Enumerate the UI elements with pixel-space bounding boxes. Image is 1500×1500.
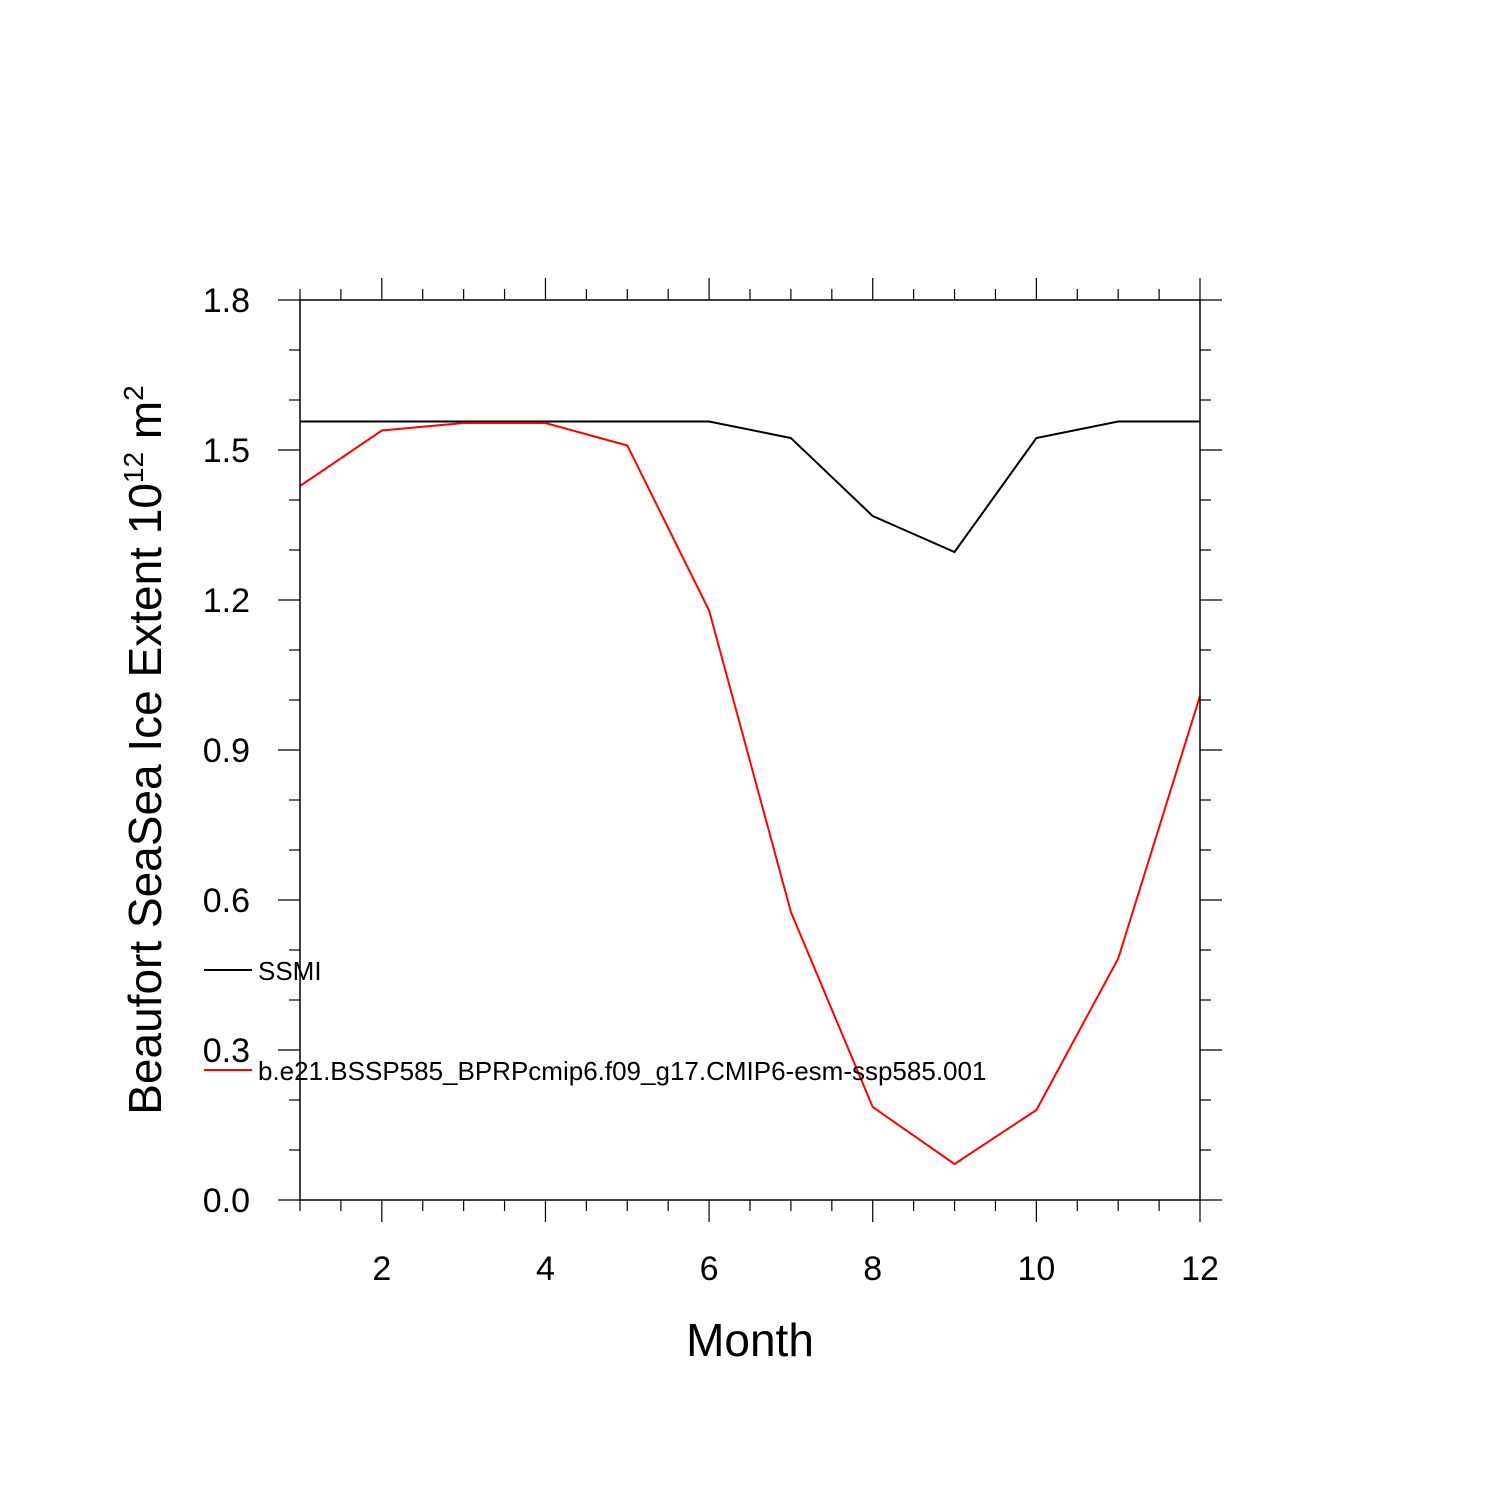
x-axis-title: Month bbox=[686, 1314, 814, 1366]
y-tick-label: 1.5 bbox=[203, 432, 250, 470]
x-tick-label: 12 bbox=[1181, 1250, 1219, 1288]
y-axis-title-exponent: 12 bbox=[118, 452, 149, 483]
y-tick-label: 0.3 bbox=[203, 1032, 250, 1070]
x-tick-label: 2 bbox=[372, 1250, 391, 1288]
tick-marks bbox=[278, 278, 1222, 1222]
y-axis-title: Beaufort SeaSea Ice Extent 1012 m2 bbox=[118, 385, 171, 1115]
x-tick-label: 8 bbox=[863, 1250, 882, 1288]
series-line-model bbox=[299, 422, 1201, 1166]
x-tick-label: 4 bbox=[536, 1250, 555, 1288]
series-line-ssmi bbox=[300, 420, 1200, 554]
y-tick-label: 0.6 bbox=[203, 882, 250, 920]
y-axis-title-unit: m bbox=[119, 401, 171, 452]
y-tick-label: 1.2 bbox=[203, 582, 250, 620]
x-tick-label: 6 bbox=[700, 1250, 719, 1288]
legend-label-model: b.e21.BSSP585_BPRPcmip6.f09_g17.CMIP6-es… bbox=[258, 1056, 986, 1086]
legend-label-ssmi: SSMI bbox=[258, 956, 322, 986]
y-axis-title-unit-exponent: 2 bbox=[118, 385, 149, 401]
y-tick-label: 0.0 bbox=[203, 1182, 250, 1220]
y-tick-label: 1.8 bbox=[203, 282, 250, 320]
x-tick-label: 10 bbox=[1017, 1250, 1055, 1288]
series-lines bbox=[299, 420, 1201, 1166]
y-tick-label: 0.9 bbox=[203, 732, 250, 770]
x-tick-labels: 2 4 6 8 10 12 bbox=[372, 1250, 1219, 1288]
y-axis-title-text: Beaufort SeaSea Ice Extent 10 bbox=[119, 483, 171, 1115]
plot-frame bbox=[299, 299, 1201, 1201]
legend: SSMI b.e21.BSSP585_BPRPcmip6.f09_g17.CMI… bbox=[204, 956, 986, 1086]
y-tick-labels: 0.0 0.3 0.6 0.9 1.2 1.5 1.8 bbox=[203, 282, 250, 1220]
